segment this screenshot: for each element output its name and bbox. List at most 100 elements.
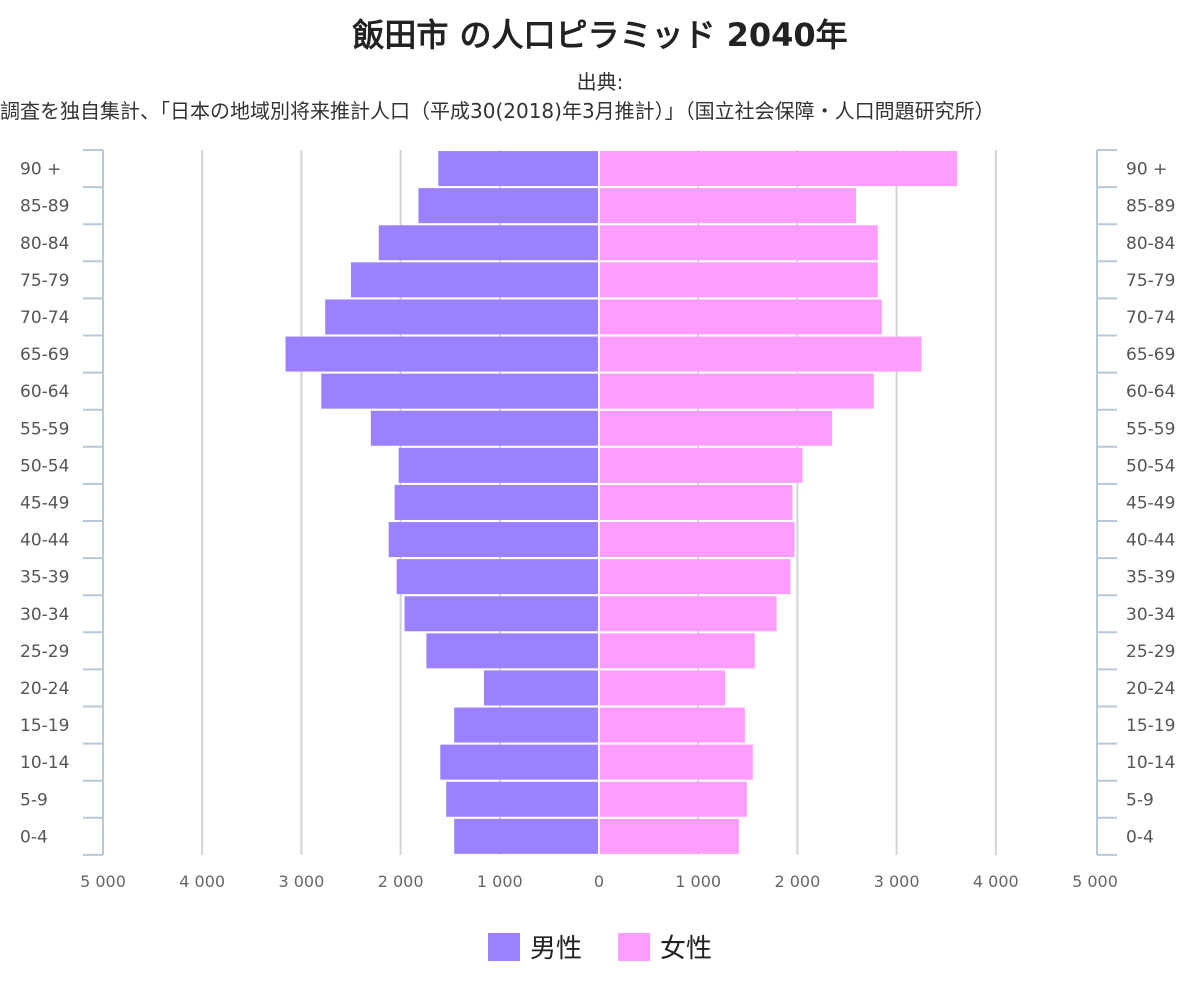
age-label-left: 60-64 (20, 382, 69, 402)
bar-female (600, 373, 874, 409)
age-label-left: 0-4 (20, 827, 48, 847)
age-label-right: 35-39 (1126, 568, 1175, 588)
age-label-right: 45-49 (1126, 493, 1175, 513)
legend-label-female: 女性 (660, 934, 713, 964)
age-label-left: 20-24 (20, 679, 69, 699)
age-label-right: 70-74 (1126, 308, 1175, 328)
bar-male (321, 373, 599, 409)
bar-male (404, 596, 599, 632)
legend-item-male[interactable]: 男性 (487, 928, 582, 965)
age-label-right: 50-54 (1126, 456, 1175, 476)
age-label-right: 65-69 (1126, 345, 1175, 365)
bar-male (394, 484, 599, 520)
age-label-left: 40-44 (20, 531, 69, 551)
age-label-right: 25-29 (1126, 642, 1175, 662)
age-label-left: 70-74 (20, 308, 69, 328)
age-label-right: 0-4 (1126, 827, 1154, 847)
x-tick-label: 5 000 (80, 872, 126, 891)
bar-female (600, 262, 878, 298)
age-label-left: 30-34 (20, 605, 69, 625)
bar-female (600, 188, 856, 224)
age-label-right: 30-34 (1126, 605, 1175, 625)
bar-female (600, 707, 745, 743)
bar-male (370, 410, 599, 446)
age-label-right: 60-64 (1126, 382, 1175, 402)
age-label-left: 65-69 (20, 345, 69, 365)
age-label-right: 75-79 (1126, 271, 1175, 291)
bar-male (285, 336, 599, 372)
source-text: 調査を独自集計、「日本の地域別将来推計人口（平成30(2018)年3月推計）」（… (0, 99, 995, 123)
age-label-right: 5-9 (1126, 790, 1154, 810)
age-label-left: 75-79 (20, 271, 69, 291)
x-tick-label: 2 000 (774, 872, 820, 891)
bar-female (600, 410, 833, 446)
age-label-left: 25-29 (20, 642, 69, 662)
age-label-left: 80-84 (20, 234, 69, 254)
bar-male (325, 299, 599, 335)
bar-male (388, 522, 599, 558)
axes (83, 149, 1117, 856)
x-tick-label: 1 000 (477, 872, 523, 891)
legend-swatch-female (618, 932, 650, 961)
bar-male (398, 447, 599, 483)
bar-female (600, 818, 739, 854)
bar-male (483, 670, 599, 706)
age-label-right: 90 + (1126, 160, 1167, 180)
bar-female (600, 670, 725, 706)
age-label-right: 55-59 (1126, 419, 1175, 439)
bar-female (600, 447, 803, 483)
bar-female (600, 484, 793, 520)
chart-title: 飯田市 の人口ピラミッド 2040年 (352, 16, 848, 54)
bar-male (426, 633, 599, 669)
population-pyramid-chart: 5 000 4 000 3 000 2 000 1 000 0 1 000 2 000 3 00… (20, 149, 1175, 891)
age-label-left: 90 + (20, 160, 61, 180)
bar-male (418, 188, 599, 224)
age-label-right: 80-84 (1126, 234, 1175, 254)
bar-female (600, 596, 777, 632)
age-label-right: 20-24 (1126, 679, 1175, 699)
bar-female (600, 336, 922, 372)
x-tick-label: 3 000 (278, 872, 324, 891)
x-tick-label: 2 000 (378, 872, 424, 891)
bar-male (440, 744, 599, 780)
age-label-right: 85-89 (1126, 197, 1175, 217)
bar-male (438, 151, 599, 187)
age-label-left: 45-49 (20, 493, 69, 513)
bars (285, 151, 958, 854)
age-label-left: 85-89 (20, 197, 69, 217)
age-label-left: 50-54 (20, 456, 69, 476)
bar-female (600, 633, 755, 669)
bar-male (378, 225, 599, 261)
legend: 男性 女性 (0, 928, 1200, 965)
x-tick-label: 3 000 (874, 872, 920, 891)
x-tick-label: 5 000 (1072, 872, 1118, 891)
legend-item-female[interactable]: 女性 (618, 928, 712, 965)
bar-female (600, 225, 878, 261)
age-label-right: 15-19 (1126, 716, 1175, 736)
age-label-left: 5-9 (20, 790, 48, 810)
labels: 5 000 4 000 3 000 2 000 1 000 0 1 000 2 000 3 00… (20, 160, 1175, 891)
source-label: 出典: (576, 70, 624, 94)
age-label-left: 15-19 (20, 716, 69, 736)
age-label-right: 10-14 (1126, 753, 1175, 773)
bar-female (600, 299, 882, 335)
legend-label-male: 男性 (529, 934, 582, 964)
bar-male (454, 818, 599, 854)
legend-swatch-male (487, 932, 520, 961)
x-tick-label: 4 000 (973, 872, 1019, 891)
bar-male (454, 707, 599, 743)
bar-male (351, 262, 599, 298)
bar-female (600, 522, 795, 558)
bar-female (600, 559, 791, 595)
bar-female (600, 781, 747, 817)
x-tick-label: 0 (594, 872, 604, 891)
bar-female (600, 744, 753, 780)
bar-male (446, 781, 599, 817)
age-label-left: 55-59 (20, 419, 69, 439)
bar-male (396, 559, 599, 595)
age-label-right: 40-44 (1126, 531, 1175, 551)
x-tick-label: 1 000 (675, 872, 721, 891)
age-label-left: 35-39 (20, 568, 69, 588)
bar-female (600, 151, 958, 187)
x-tick-label: 4 000 (179, 872, 225, 891)
